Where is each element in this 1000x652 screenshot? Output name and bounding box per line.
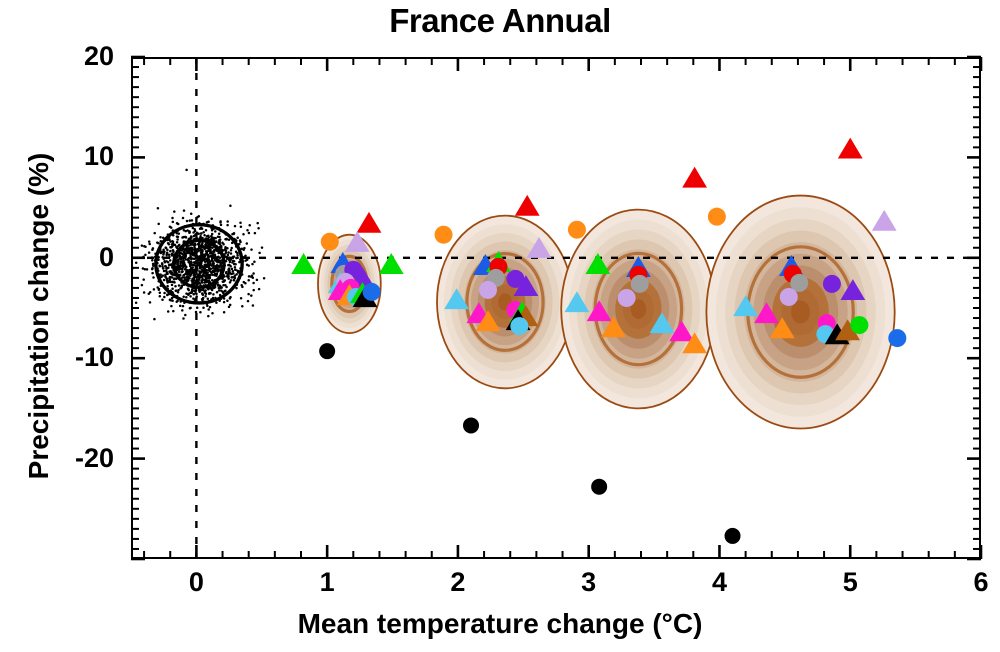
data-point bbox=[733, 295, 759, 317]
data-point bbox=[378, 253, 404, 274]
data-point bbox=[506, 269, 525, 288]
x-tick-label-1: 1 bbox=[319, 567, 335, 597]
data-point bbox=[434, 225, 453, 244]
data-point bbox=[591, 478, 608, 495]
series-model-markers-cluster-4 bbox=[707, 137, 907, 348]
density-cluster-present-day bbox=[131, 168, 266, 321]
x-tick-label-3: 3 bbox=[581, 567, 597, 597]
data-point bbox=[617, 288, 636, 307]
data-point bbox=[356, 211, 382, 233]
data-point bbox=[707, 207, 726, 226]
data-point bbox=[362, 282, 381, 301]
data-point bbox=[769, 317, 795, 339]
series-model-markers-cluster-1 bbox=[291, 211, 404, 308]
data-point bbox=[291, 253, 317, 274]
data-point bbox=[320, 232, 339, 251]
y-tick-label-1: 10 bbox=[83, 141, 114, 172]
data-point bbox=[682, 166, 708, 188]
y-tick-label-4: -20 bbox=[74, 442, 114, 473]
plot-area bbox=[131, 57, 981, 559]
series-model-markers-cluster-2 bbox=[434, 194, 552, 336]
data-point bbox=[682, 332, 708, 354]
data-point bbox=[649, 312, 675, 334]
data-point bbox=[319, 343, 336, 360]
data-point bbox=[888, 329, 907, 348]
data-point bbox=[822, 274, 841, 293]
data-point bbox=[586, 300, 612, 322]
data-point bbox=[790, 273, 809, 292]
series-black-outliers bbox=[319, 343, 741, 544]
data-point bbox=[779, 287, 798, 306]
data-point bbox=[850, 316, 869, 335]
data-point bbox=[585, 253, 611, 274]
data-point bbox=[444, 288, 470, 310]
data-point bbox=[526, 236, 552, 258]
x-tick-label-2: 2 bbox=[450, 567, 466, 597]
x-tick-label-5: 5 bbox=[842, 567, 858, 597]
data-point bbox=[754, 302, 779, 324]
chart-title: France Annual bbox=[389, 2, 611, 39]
data-point bbox=[837, 137, 863, 159]
x-tick-label-6: 6 bbox=[973, 567, 989, 597]
data-point bbox=[564, 291, 590, 313]
data-point bbox=[567, 220, 586, 239]
data-point bbox=[724, 527, 741, 544]
data-point bbox=[840, 279, 866, 301]
y-axis-label: Precipitation change (%) bbox=[23, 152, 54, 480]
y-tick-label-0: 20 bbox=[83, 41, 114, 71]
density-cluster-4 bbox=[705, 194, 896, 430]
data-point bbox=[669, 320, 694, 342]
x-axis-label: Mean temperature change (°C) bbox=[297, 608, 703, 639]
x-tick-label-4: 4 bbox=[711, 567, 727, 597]
data-point bbox=[871, 209, 897, 231]
data-point bbox=[601, 316, 626, 338]
data-point bbox=[463, 417, 479, 434]
series-model-markers-cluster-3 bbox=[564, 166, 708, 354]
reference-lines bbox=[131, 57, 981, 559]
data-point bbox=[510, 317, 529, 336]
data-point bbox=[475, 310, 501, 332]
y-tick-label-2: 0 bbox=[98, 241, 114, 272]
data-point bbox=[514, 194, 540, 216]
y-tick-label-3: -10 bbox=[74, 342, 114, 373]
data-point bbox=[835, 319, 861, 341]
plot-canvas bbox=[131, 57, 981, 559]
data-point bbox=[479, 280, 497, 299]
data-point bbox=[344, 230, 370, 252]
data-point bbox=[513, 275, 539, 297]
x-tick-label-0: 0 bbox=[188, 567, 204, 597]
data-point bbox=[630, 274, 649, 293]
